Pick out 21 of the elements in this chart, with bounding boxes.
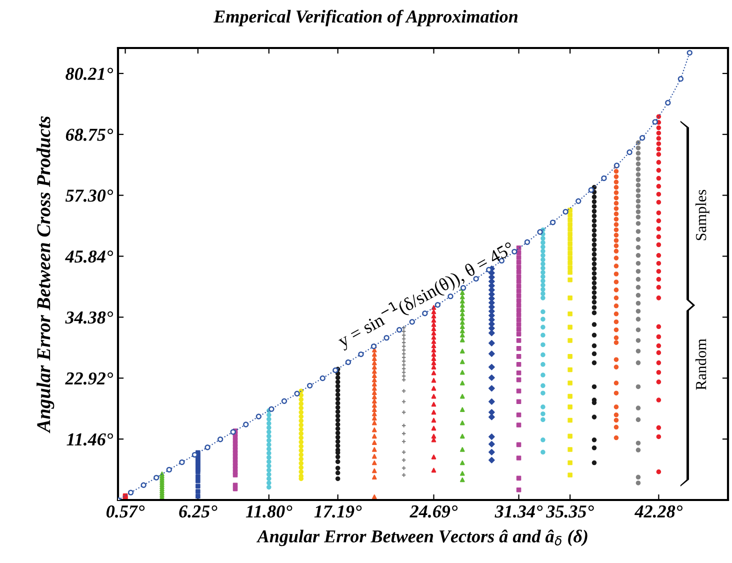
x-tick-label: 11.80° <box>246 505 292 518</box>
x-tick-label: 31.34° <box>494 505 543 518</box>
x-tick-label: 42.28° <box>634 505 682 518</box>
y-axis-title: Angular Error Between Cross Products <box>36 116 54 434</box>
y-tick-label: 57.30° <box>66 190 114 202</box>
annotation: Random <box>695 338 706 390</box>
x-tick-label: 6.25° <box>179 505 218 518</box>
y-tick-label: 68.75° <box>66 128 114 141</box>
annotation: y = sin$^{−1}$(δ/sin(θ)), θ = 45° <box>334 238 517 351</box>
y-tick-label: 45.84° <box>65 250 114 263</box>
x-tick-label: 35.35° <box>546 505 594 518</box>
x-axis-title: Angular Error Between Vectors â and â$_{δ}$ (δ) <box>256 530 588 546</box>
x-tick-label: 0.57° <box>106 505 145 518</box>
x-tick-label: 17.19° <box>314 505 362 518</box>
chart-title: Emperical Verification of Approximation <box>213 10 518 26</box>
y-tick-label: 22.92° <box>65 372 114 385</box>
annotation: Samples <box>695 190 710 240</box>
y-tick-label: 34.38° <box>65 311 114 324</box>
y-tick-label: 80.21° <box>66 68 114 80</box>
x-tick-label: 24.69° <box>410 505 458 518</box>
y-tick-label: 11.46° <box>66 433 114 446</box>
